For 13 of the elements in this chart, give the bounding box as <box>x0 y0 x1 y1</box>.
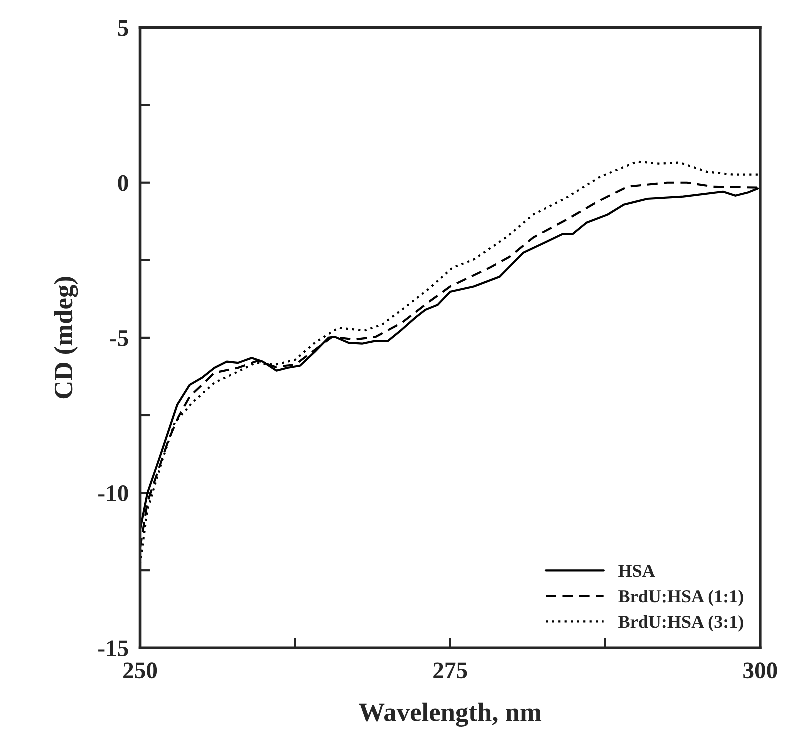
y-tick-label: 5 <box>118 20 128 36</box>
y-axis-title: CD (mdeg) <box>54 277 78 399</box>
y-tick-label: -15 <box>98 640 128 657</box>
legend-label: HSA <box>618 565 656 578</box>
x-axis-title: Wavelength, nm <box>359 702 542 727</box>
x-tick-label: 300 <box>744 662 778 679</box>
x-tick-label: 275 <box>434 662 468 679</box>
x-tick-label: 250 <box>124 662 158 679</box>
y-tick-label: -5 <box>110 330 128 346</box>
legend-label: BrdU:HSA (1:1) <box>618 590 744 606</box>
legend-label: BrdU:HSA (3:1) <box>618 615 744 632</box>
y-tick-label: -10 <box>98 486 128 502</box>
y-tick-label: 0 <box>118 175 128 192</box>
